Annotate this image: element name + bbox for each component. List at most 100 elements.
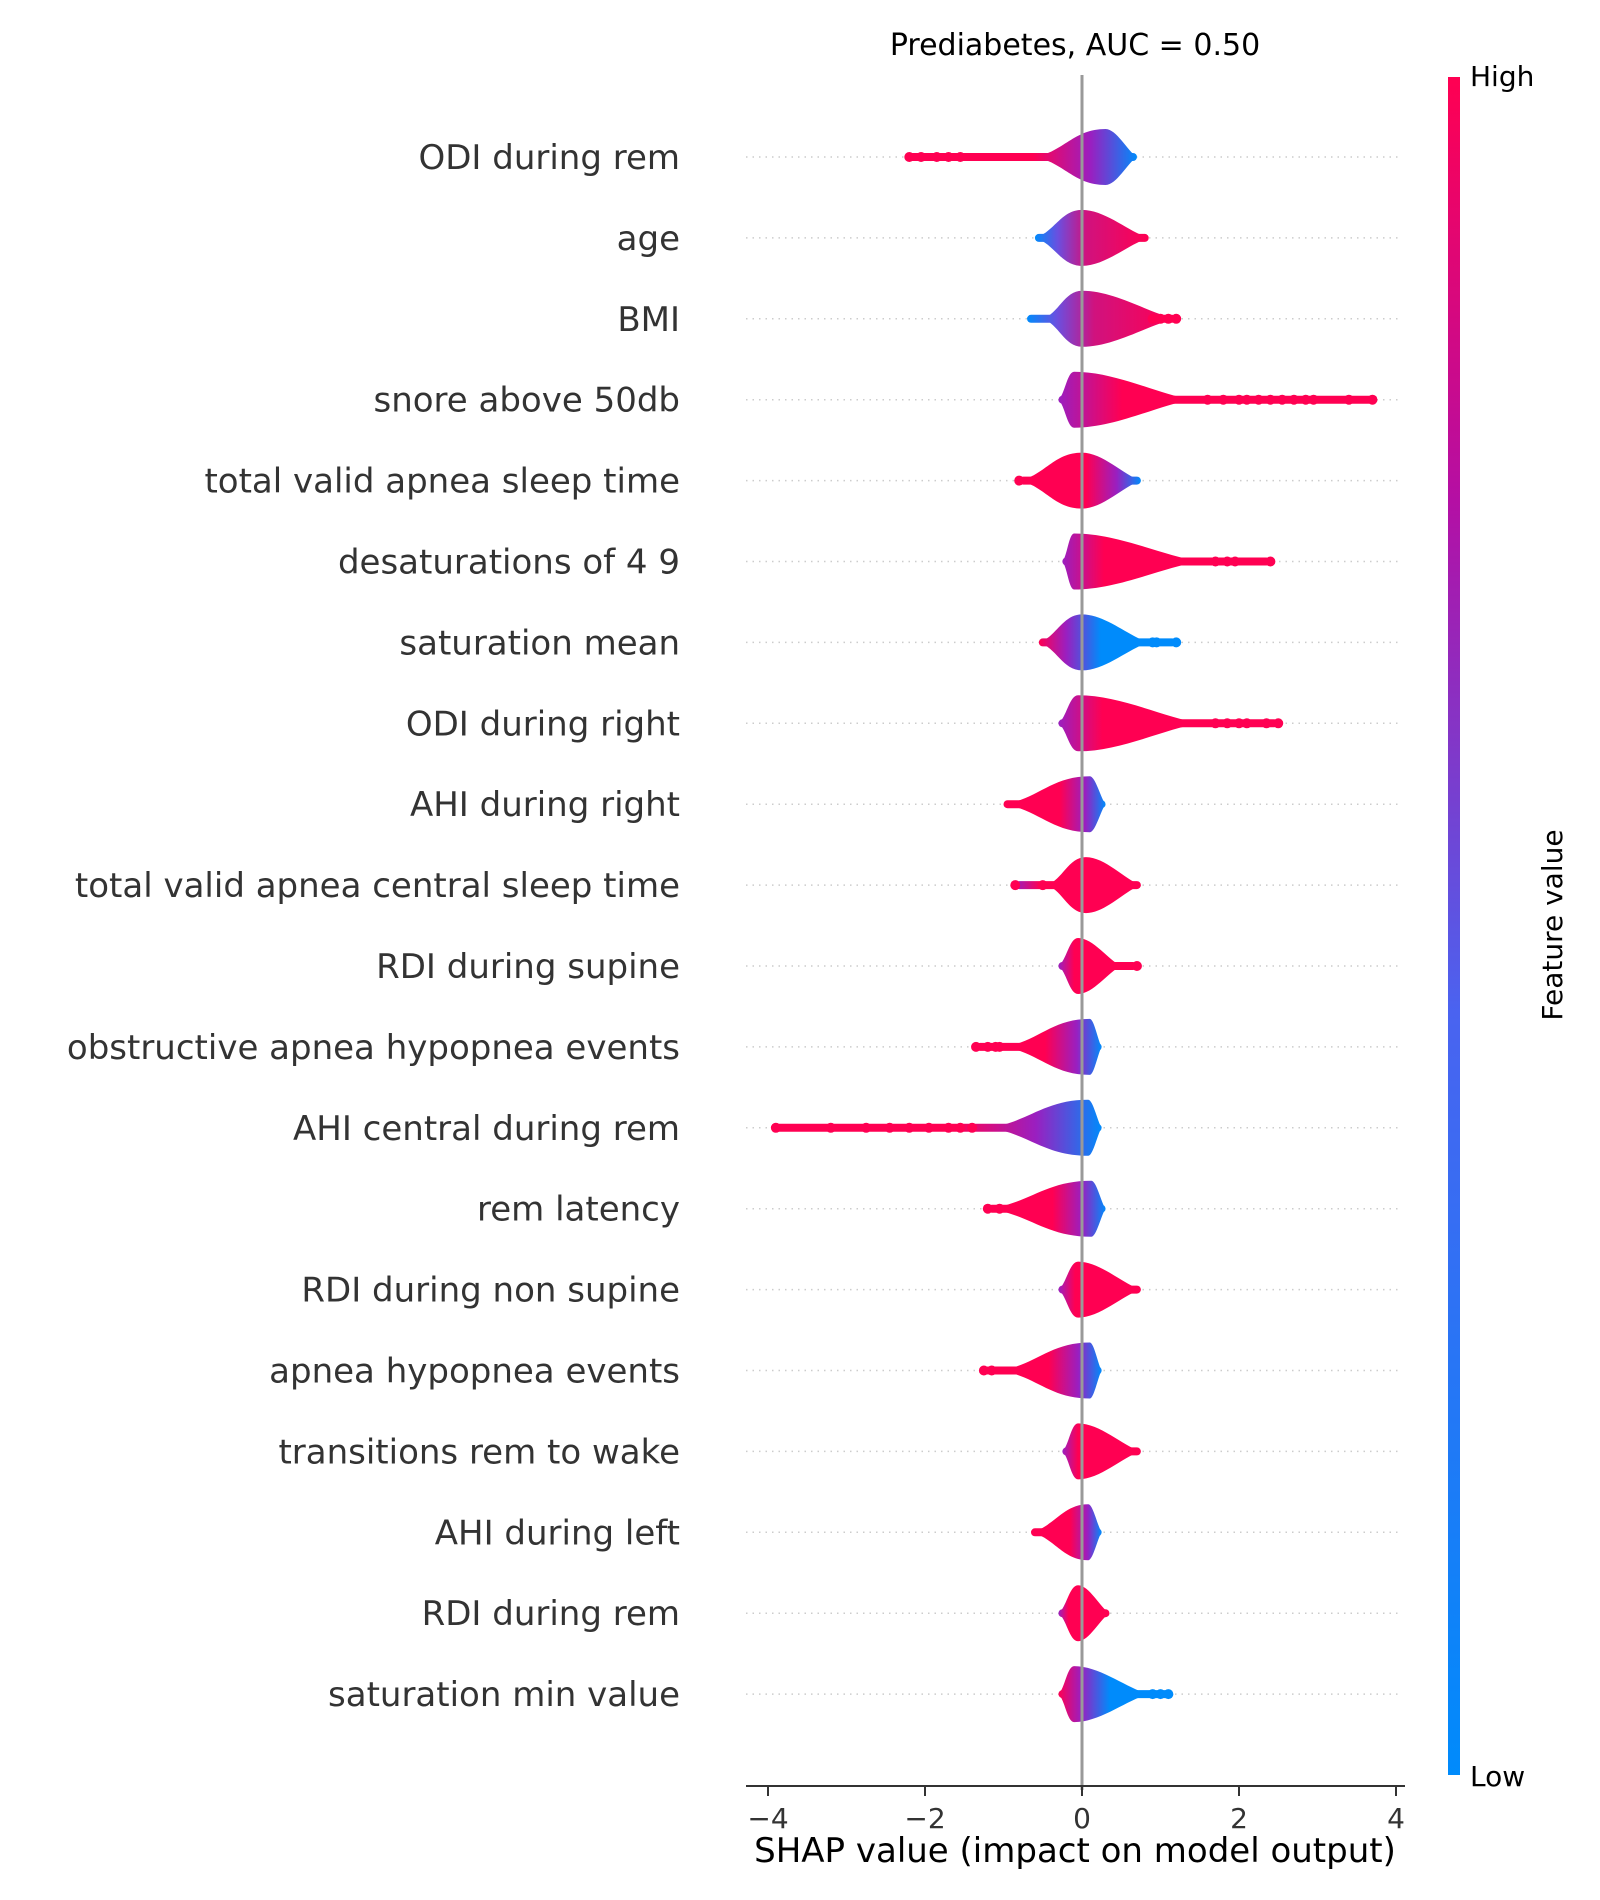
x-tick-label: −4 [747,1802,788,1835]
outlier-point [1155,313,1166,324]
outlier-point [1147,1689,1158,1700]
outlier-point [971,1041,982,1052]
outlier-point [770,1122,781,1133]
feature-row: AHI central during rem [293,1099,1400,1156]
feature-label: RDI during rem [422,1594,680,1634]
feature-row: age [617,209,1400,266]
feature-row: desaturations of 4 9 [338,533,1400,590]
density-body [1062,1423,1141,1480]
outlier-point [904,1122,915,1133]
feature-row: snore above 50db [373,371,1400,428]
density-body [1042,290,1177,347]
density-body [999,1342,1102,1399]
outlier-point [955,152,966,162]
outlier-point [931,152,942,162]
density-body [1058,1666,1149,1723]
feature-row: RDI during rem [422,1585,1400,1642]
feature-row: ODI during right [406,695,1400,752]
chart-title: Prediabetes, AUC = 0.50 [890,28,1260,63]
feature-label: total valid apnea sleep time [204,462,680,502]
outlier-point [1273,718,1284,729]
outlier-point [943,152,954,162]
outlier-point [1241,718,1252,729]
density-body [1058,1261,1141,1318]
outlier-point [1234,394,1244,405]
outlier-point [1218,394,1229,405]
feature-label: BMI [617,300,680,340]
colorbar-high-label: High [1470,60,1534,93]
feature-row: AHI during left [435,1504,1400,1561]
outlier-point [1343,394,1354,405]
colorbar: High Low Feature value [1448,60,1569,1793]
outlier-point [1171,313,1182,324]
outlier-point [1155,1689,1166,1700]
outlier-point [916,152,927,162]
feature-row: obstructive apnea hypopnea events [67,1018,1400,1075]
density-body [1034,209,1149,266]
outlier-point [1265,394,1276,405]
feature-label: RDI during supine [376,947,680,987]
outlier-point [1253,394,1264,405]
outlier-point [994,1041,1005,1052]
feature-label: age [617,219,680,259]
feature-row: RDI during supine [376,938,1400,994]
feature-label: saturation mean [399,623,680,663]
density-body [1003,1018,1102,1075]
density-body [987,1180,1106,1237]
outlier-point [1265,556,1276,567]
feature-label: AHI during right [410,785,680,825]
outlier-point [978,1365,989,1376]
density-body [1046,857,1141,914]
outlier-point [1222,718,1233,729]
feature-label: ODI during right [406,704,680,744]
outlier-point [1010,880,1021,891]
x-tick-label: 0 [1073,1802,1091,1835]
feature-label: AHI central during rem [293,1109,680,1149]
outlier-point [1037,880,1048,891]
x-tick-label: 2 [1230,1802,1248,1835]
outlier-point [1210,556,1221,567]
outlier-point [982,1203,993,1214]
feature-row: ODI during rem [418,129,1400,185]
x-axis: −4 −2 0 2 4 [746,1785,1405,1835]
colorbar-gradient [1448,77,1460,1775]
feature-row: total valid apnea central sleep time [75,857,1400,914]
outlier-point [1202,394,1213,405]
density-body [1058,695,1200,752]
outlier-point [1151,637,1162,648]
feature-label: snore above 50db [373,381,680,421]
density-body [1058,938,1122,994]
feature-row: total valid apnea sleep time [204,452,1400,509]
feature-label: RDI during non supine [301,1271,680,1311]
outlier-point [1234,718,1244,729]
outlier-point [1288,394,1299,405]
feature-rows: ODI during rem age BMI snore above 50db tota… [67,129,1400,1723]
density-body [1058,371,1192,428]
outlier-point [943,1122,954,1133]
feature-label: desaturations of 4 9 [338,543,680,583]
outlier-point [1261,718,1272,729]
colorbar-title: Feature value [1536,829,1569,1020]
outlier-point [1014,475,1025,486]
feature-label: rem latency [477,1190,680,1230]
density-body [1058,1585,1110,1642]
outlier-point [904,152,915,162]
outlier-point [1300,394,1311,405]
outlier-point [967,1122,978,1133]
density-body [1030,1504,1102,1561]
feature-row: rem latency [477,1180,1400,1237]
feature-label: ODI during rem [418,138,680,178]
outlier-point [825,1122,836,1133]
outlier-point [1230,556,1241,567]
density-body [1003,776,1106,833]
density-body [987,1099,1102,1156]
density-body [1062,533,1200,590]
density-body [1038,614,1149,671]
density-body [1034,129,1137,185]
feature-row: saturation min value [328,1666,1400,1723]
x-axis-title: SHAP value (impact on model output) [754,1831,1396,1871]
feature-row: saturation mean [399,614,1400,671]
feature-label: total valid apnea central sleep time [75,866,680,906]
outlier-point [1171,637,1182,648]
